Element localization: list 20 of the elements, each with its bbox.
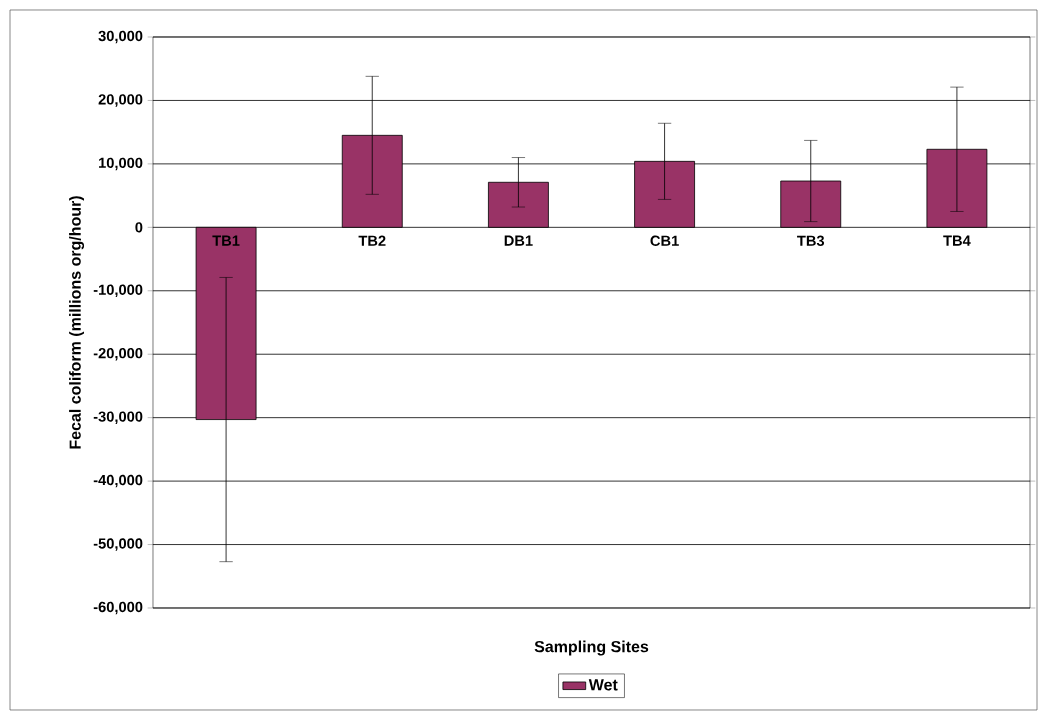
x-tick-label: DB1 bbox=[504, 235, 533, 246]
y-tick-label: 20,000 bbox=[98, 94, 143, 107]
y-tick-label: -10,000 bbox=[93, 284, 143, 298]
y-tick-label: -30,000 bbox=[93, 411, 143, 424]
y-tick-label: 0 bbox=[135, 222, 143, 233]
x-tick-label: TB1 bbox=[212, 235, 240, 246]
y-tick-label: -20,000 bbox=[93, 347, 143, 361]
x-tick-label: TB2 bbox=[358, 235, 386, 246]
y-tick-label: -60,000 bbox=[93, 601, 143, 615]
y-tick-label: -50,000 bbox=[93, 538, 143, 551]
x-tick-label: TB4 bbox=[943, 235, 971, 246]
bar bbox=[488, 181, 549, 228]
y-tick-label: 10,000 bbox=[99, 157, 143, 171]
y-tick-label: -40,000 bbox=[93, 474, 143, 488]
x-tick-label: CB1 bbox=[650, 235, 679, 246]
legend-label: Wet bbox=[588, 679, 618, 691]
x-tick-label: TB3 bbox=[797, 235, 825, 247]
y-axis-title: Fecal coliform (millions org/hour) bbox=[69, 196, 85, 449]
y-tick-label: 30,000 bbox=[98, 30, 143, 44]
x-axis-title: Sampling Sites bbox=[534, 640, 649, 656]
